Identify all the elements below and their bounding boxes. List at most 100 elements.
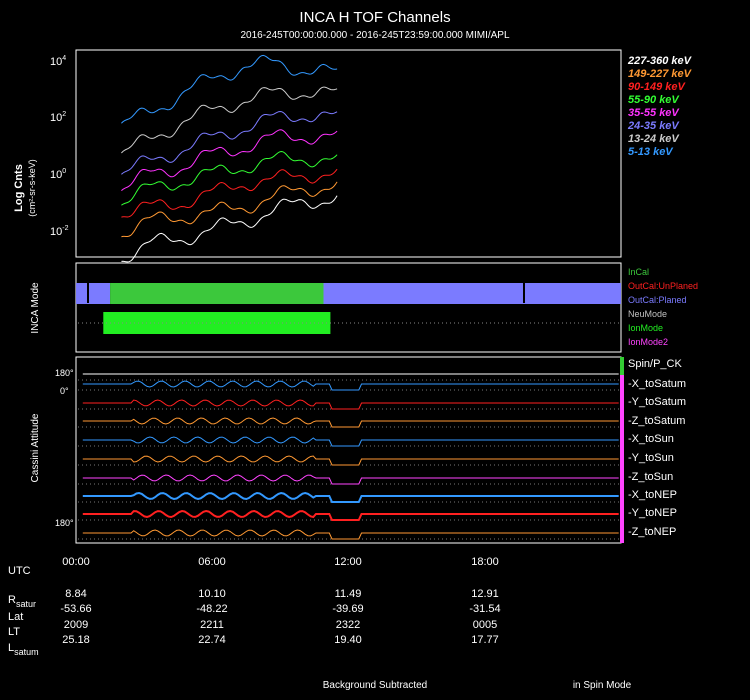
- mode-segment: [103, 312, 331, 334]
- mode-segment: [110, 283, 324, 304]
- legend-y-tosun: -Y_toSun: [628, 452, 674, 464]
- legend-13-24: 13-24 keV: [628, 133, 680, 145]
- flux-series-group: [121, 54, 338, 263]
- flux-series-line: [121, 195, 338, 263]
- ephemeris-table: Rsatur Lat LT Lsatum 8.84 10.10 11.49 12…: [8, 588, 501, 657]
- ephem-value: 19.40: [334, 634, 362, 646]
- legend-z-tosatum: -Z_toSatum: [628, 415, 685, 427]
- ephem-value: 10.10: [198, 588, 226, 600]
- attitude-trace: [82, 529, 619, 540]
- ephem-label-lt: LT: [8, 626, 20, 638]
- legend-149-227: 149-227 keV: [628, 68, 693, 80]
- attitude-trace: [82, 436, 619, 447]
- legend-24-35: 24-35 keV: [627, 120, 680, 132]
- legend-y-tonep: -Y_toNEP: [628, 507, 677, 519]
- legend-x-tosatum: -X_toSatum: [628, 378, 686, 390]
- ephem-value: 22.74: [198, 634, 226, 646]
- attitude-legend: Spin/P_CK -X_toSatum -Y_toSatum -Z_toSat…: [628, 358, 686, 538]
- attitude-trace: [82, 491, 619, 503]
- legend-ionmode2: IonMode2: [628, 337, 668, 347]
- attitude-trace: [82, 455, 619, 466]
- ephem-value: 2322: [336, 619, 360, 631]
- time-tick: 06:00: [198, 556, 226, 568]
- flux-ylabel-units: (cm²-sr-s-keV): [27, 159, 37, 217]
- legend-outcal-planed: OutCal:Planed: [628, 295, 687, 305]
- ephem-label-r: Rsatur: [8, 594, 36, 609]
- flux-y-ticks: 104 102 100 10-2: [50, 55, 69, 238]
- ephem-value: 11.49: [335, 588, 362, 600]
- y-tick-label: 10-2: [50, 225, 69, 238]
- legend-x-tosun: -X_toSun: [628, 433, 674, 445]
- ephem-value: 0005: [473, 619, 497, 631]
- legend-incal: InCal: [628, 267, 649, 277]
- flux-panel-frame: [75, 49, 622, 258]
- ephem-value: 17.77: [471, 634, 499, 646]
- flux-ylabel: Log Cnts: [13, 164, 25, 212]
- mode-panel-frame: [75, 262, 622, 353]
- legend-90-149: 90-149 keV: [628, 81, 687, 93]
- ephem-value: -48.22: [196, 603, 227, 615]
- ephem-label-lat: Lat: [8, 611, 23, 623]
- legend-spin-pck: Spin/P_CK: [628, 358, 682, 370]
- attitude-tick-0: 0°: [60, 386, 69, 396]
- mode-segment: [323, 283, 621, 304]
- ephem-value: 8.84: [65, 588, 86, 600]
- flux-series-line: [121, 150, 338, 206]
- legend-neumode: NeuMode: [628, 309, 667, 319]
- attitude-right-strip-top: [620, 357, 624, 375]
- utc-label: UTC: [8, 565, 31, 577]
- attitude-lines-group: [78, 373, 619, 540]
- attitude-trace: [82, 509, 619, 521]
- mode-ylabel: INCA Mode: [30, 282, 41, 334]
- ephem-value: -39.69: [332, 603, 363, 615]
- y-tick-label: 104: [50, 55, 66, 68]
- mode-segment: [76, 283, 111, 304]
- attitude-trace: [82, 380, 619, 391]
- legend-z-tosun: -Z_toSun: [628, 471, 673, 483]
- ephem-value: -31.54: [469, 603, 500, 615]
- attitude-tick-180-top: 180°: [55, 368, 74, 378]
- time-tick: 00:00: [62, 556, 90, 568]
- page-title: INCA H TOF Channels: [299, 9, 450, 26]
- mode-bars-group: [76, 283, 621, 334]
- ephem-value: 2009: [64, 619, 88, 631]
- flux-series-line: [121, 54, 338, 124]
- attitude-right-strip: [620, 357, 624, 543]
- legend-outcal-unplaned: OutCal:UnPlaned: [628, 281, 698, 291]
- flux-series-line: [121, 110, 338, 175]
- legend-227-360: 227-360 keV: [627, 55, 693, 67]
- ephem-value: 2211: [200, 619, 224, 631]
- legend-z-tonep: -Z_toNEP: [628, 526, 676, 538]
- legend-35-55: 35-55 keV: [628, 107, 680, 119]
- time-axis: 00:00 06:00 12:00 18:00 UTC: [8, 556, 499, 577]
- ephem-value: 25.18: [62, 634, 90, 646]
- time-tick: 12:00: [334, 556, 362, 568]
- flux-series-line: [121, 129, 338, 191]
- flux-series-line: [121, 181, 338, 238]
- time-tick: 18:00: [471, 556, 499, 568]
- legend-ionmode: IonMode: [628, 323, 663, 333]
- attitude-tick-180-bottom: 180°: [55, 518, 74, 528]
- ephem-value: -53.66: [60, 603, 91, 615]
- flux-series-line: [121, 168, 338, 218]
- attitude-trace: [82, 417, 619, 428]
- legend-55-90: 55-90 keV: [628, 94, 680, 106]
- legend-y-tosatum: -Y_toSatum: [628, 396, 686, 408]
- y-tick-label: 102: [50, 111, 66, 124]
- attitude-trace: [82, 474, 619, 485]
- legend-5-13: 5-13 keV: [628, 146, 674, 158]
- ephem-value: 12.91: [471, 588, 499, 600]
- flux-series-line: [121, 86, 338, 154]
- flux-legend: 227-360 keV 149-227 keV 90-149 keV 55-90…: [627, 55, 693, 158]
- ephem-label-l: Lsatum: [8, 642, 39, 657]
- attitude-trace: [82, 399, 619, 410]
- mode-legend: InCal OutCal:UnPlaned OutCal:Planed NeuM…: [628, 267, 698, 347]
- attitude-ylabel: Cassini Attitude: [30, 413, 41, 482]
- page-subtitle: 2016-245T00:00:00.000 - 2016-245T23:59:0…: [240, 30, 510, 41]
- footer-background-subtracted: Background Subtracted: [323, 680, 428, 691]
- legend-x-tonep: -X_toNEP: [628, 489, 677, 501]
- footer-spin-mode: in Spin Mode: [573, 680, 632, 691]
- y-tick-label: 100: [50, 168, 66, 181]
